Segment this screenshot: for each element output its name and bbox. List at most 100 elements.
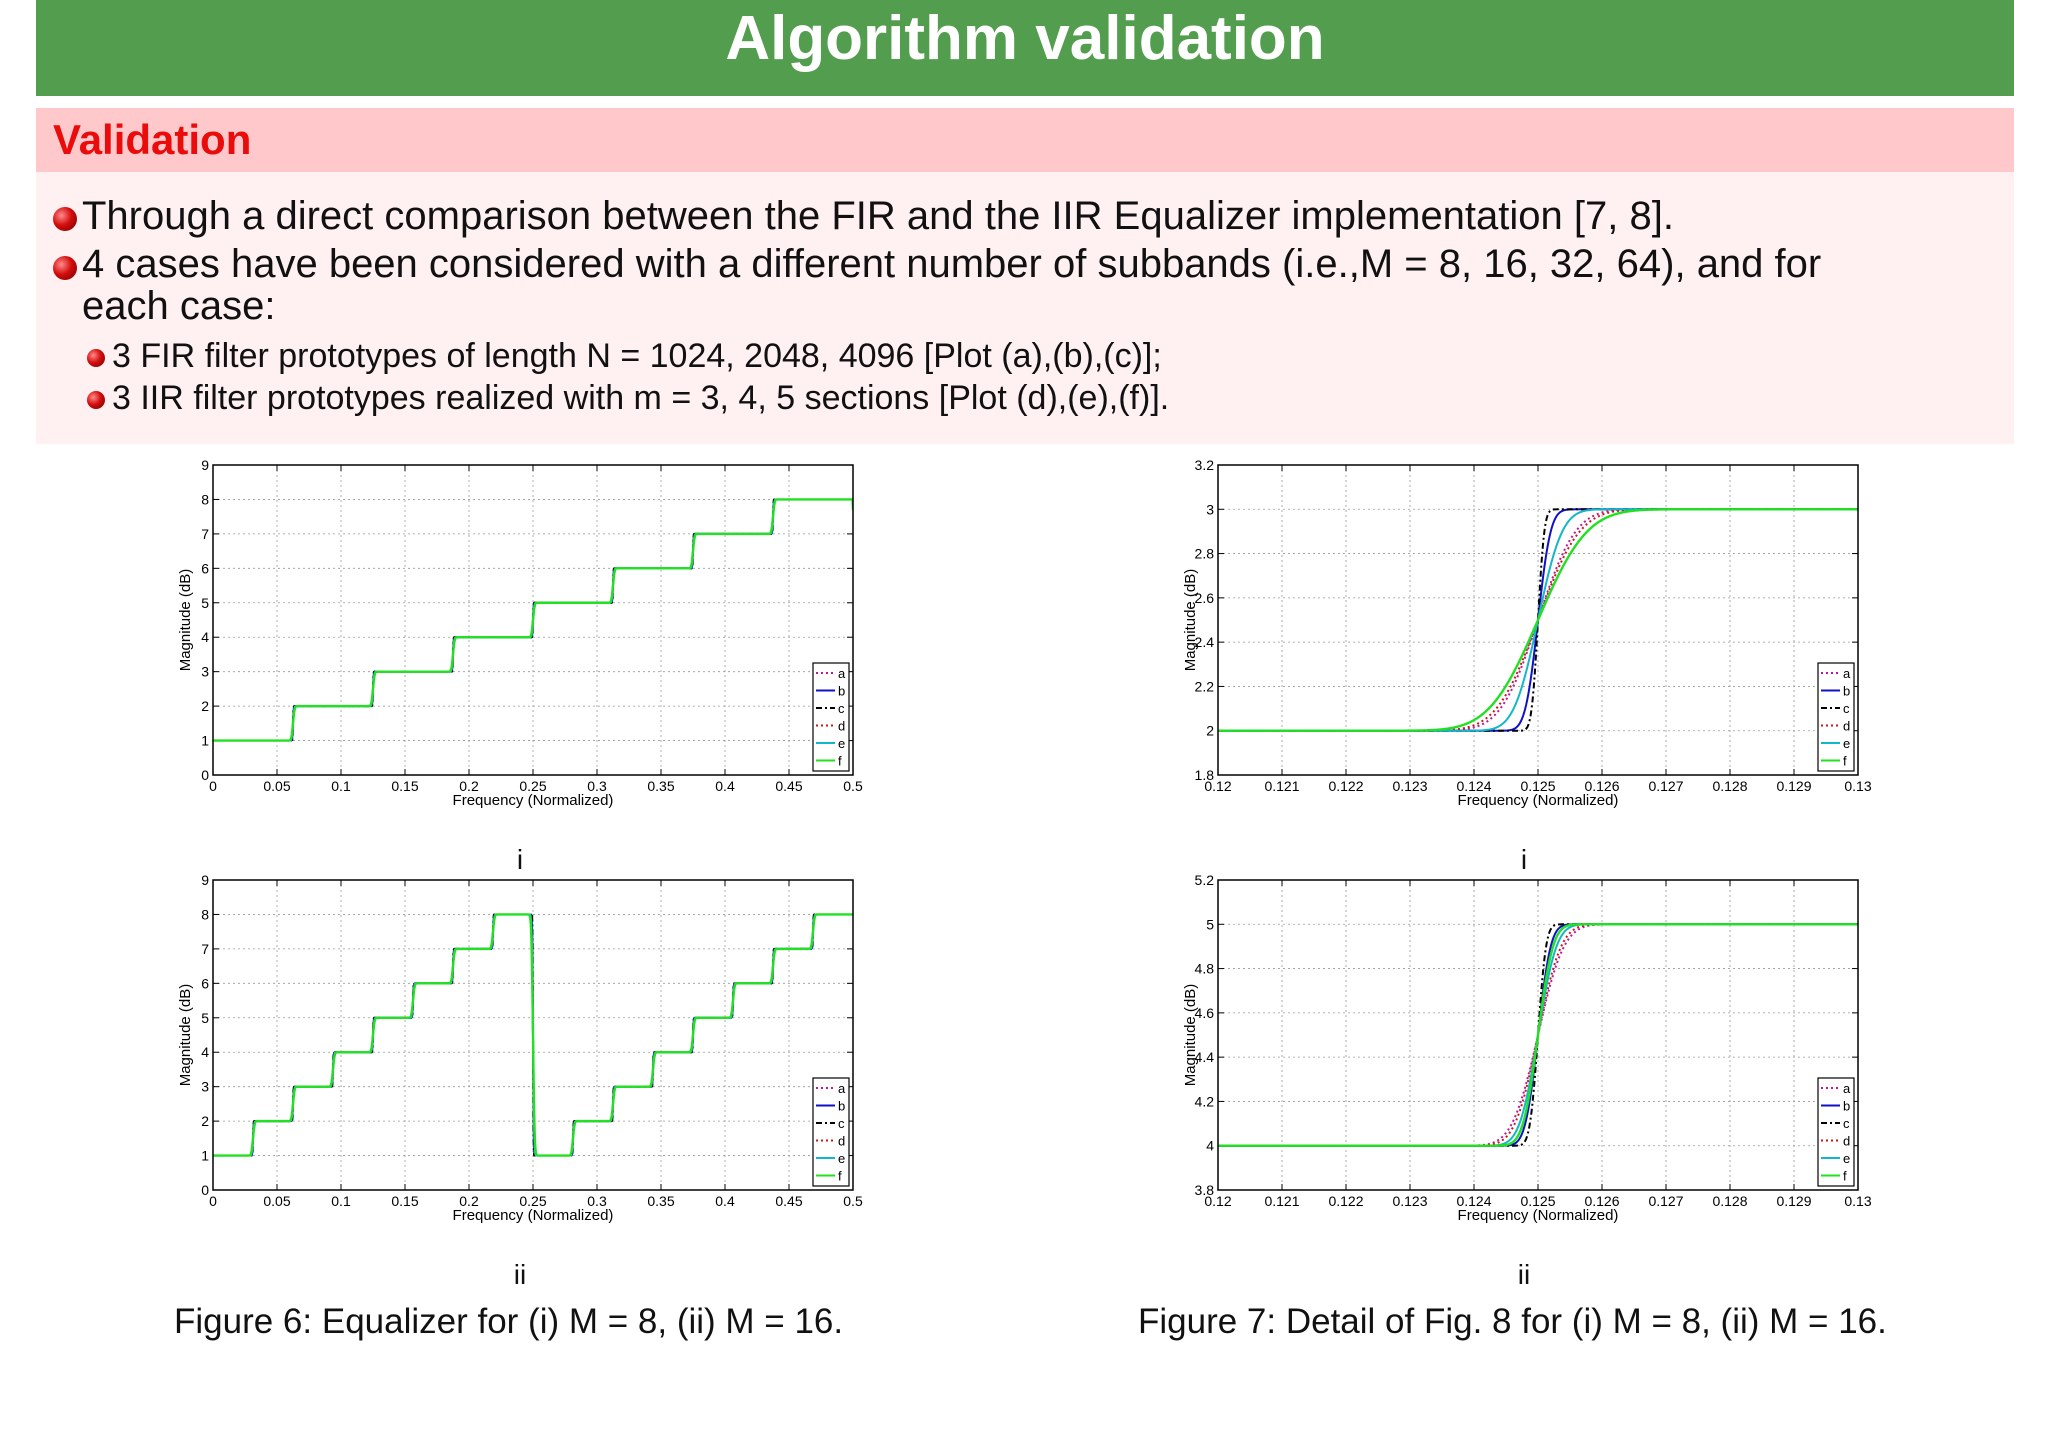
chart-fig7-ii: 0.12 0.121 0.122 0.123 0.124 0.125 0.126 0.127 0… bbox=[1182, 875, 1872, 1224]
x-tick-label: 0.125 bbox=[1520, 778, 1555, 794]
legend-label-f: f bbox=[838, 1169, 842, 1184]
x-tick-label: 0.129 bbox=[1776, 1193, 1811, 1209]
block-title: Validation bbox=[36, 108, 2014, 172]
y-tick-label: 9 bbox=[201, 875, 209, 888]
legend-label-b: b bbox=[1843, 1099, 1850, 1114]
series-line-f bbox=[213, 498, 853, 742]
x-tick-label: 0.128 bbox=[1712, 778, 1747, 794]
legend-label-c: c bbox=[1843, 701, 1850, 716]
series-line-f bbox=[1218, 923, 1858, 1147]
subbullet-ball-1 bbox=[87, 349, 105, 367]
y-tick-label: 1 bbox=[201, 733, 209, 749]
block-body: Through a direct comparison between the … bbox=[36, 172, 2014, 444]
x-tick-label: 0.123 bbox=[1392, 778, 1427, 794]
legend-label-f: f bbox=[838, 754, 842, 769]
figure-6-caption: Figure 6: Equalizer for (i) M = 8, (ii) … bbox=[174, 1302, 844, 1341]
legend-label-a: a bbox=[1843, 666, 1851, 681]
x-tick-label: 0.121 bbox=[1264, 778, 1299, 794]
x-tick-label: 0.5 bbox=[843, 778, 863, 794]
x-tick-label: 0.15 bbox=[391, 778, 418, 794]
x-tick-label: 0.45 bbox=[775, 778, 802, 794]
x-tick-label: 0.35 bbox=[647, 1193, 674, 1209]
x-tick-label: 0.122 bbox=[1328, 1193, 1363, 1209]
x-tick-label: 0.3 bbox=[587, 1193, 607, 1209]
x-tick-label: 0.05 bbox=[263, 778, 290, 794]
bullet-2-line-2: each case: bbox=[82, 284, 276, 328]
chart-fig7-i: 0.12 0.121 0.122 0.123 0.124 0.125 0.126 0.127 0… bbox=[1182, 460, 1872, 809]
legend-label-a: a bbox=[838, 666, 846, 681]
x-tick-label: 0.2 bbox=[459, 1193, 479, 1209]
y-tick-label: 2.6 bbox=[1195, 590, 1215, 606]
x-tick-label: 0.05 bbox=[263, 1193, 290, 1209]
legend-label-d: d bbox=[838, 719, 845, 734]
y-tick-label: 3.2 bbox=[1195, 460, 1215, 473]
y-tick-label: 8 bbox=[201, 906, 209, 922]
x-tick-label: 0.25 bbox=[519, 778, 546, 794]
x-tick-label: 0.4 bbox=[715, 778, 735, 794]
x-tick-label: 0.126 bbox=[1584, 1193, 1619, 1209]
bullet-ball-2 bbox=[53, 256, 77, 280]
y-axis-label: Magnitude (dB) bbox=[1182, 984, 1199, 1087]
y-tick-label: 5.2 bbox=[1195, 875, 1215, 888]
legend-label-b: b bbox=[838, 1099, 845, 1114]
x-tick-label: 0.35 bbox=[647, 778, 674, 794]
legend-box bbox=[1817, 1077, 1855, 1187]
legend-label-f: f bbox=[1843, 1169, 1847, 1184]
fig7-sublabel-i: i bbox=[1520, 844, 1528, 875]
y-tick-label: 9 bbox=[201, 460, 209, 473]
legend-label-a: a bbox=[838, 1081, 846, 1096]
chart-fig6-i: 0 0.05 0.1 0.15 0.2 0.25 0.3 0.35 0.4 0.45 0.5 0 1 2 3… bbox=[177, 460, 863, 809]
y-tick-label: 4.6 bbox=[1195, 1005, 1215, 1021]
x-tick-label: 0.124 bbox=[1456, 1193, 1491, 1209]
y-tick-label: 2 bbox=[1206, 723, 1214, 739]
legend-label-d: d bbox=[1843, 719, 1850, 734]
y-tick-label: 2 bbox=[201, 1113, 209, 1129]
y-tick-label: 2.2 bbox=[1195, 678, 1215, 694]
x-tick-label: 0.45 bbox=[775, 1193, 802, 1209]
x-tick-label: 0.4 bbox=[715, 1193, 735, 1209]
subbullet-ball-2 bbox=[87, 391, 105, 409]
legend-box bbox=[812, 1077, 850, 1187]
x-tick-label: 0.128 bbox=[1712, 1193, 1747, 1209]
slide-title: Algorithm validation bbox=[36, 0, 2014, 96]
y-tick-label: 2.8 bbox=[1195, 546, 1215, 562]
y-axis-label: Magnitude (dB) bbox=[177, 569, 194, 672]
y-tick-label: 3 bbox=[1206, 501, 1214, 517]
x-tick-label: 0.1 bbox=[331, 1193, 351, 1209]
x-tick-label: 0.12 bbox=[1204, 1193, 1231, 1209]
y-tick-label: 5 bbox=[1206, 916, 1214, 932]
x-axis-label: Frequency (Normalized) bbox=[1458, 1207, 1619, 1224]
x-tick-label: 0.121 bbox=[1264, 1193, 1299, 1209]
y-tick-label: 2 bbox=[201, 698, 209, 714]
chart-fig6-ii: 0 0.05 0.1 0.15 0.2 0.25 0.3 0.35 0.4 0.45 0.5 0 1 2 3… bbox=[177, 875, 863, 1224]
fig6-sublabel-i: i bbox=[516, 844, 524, 875]
y-tick-label: 3 bbox=[201, 664, 209, 680]
series-line-f bbox=[213, 913, 853, 1157]
legend-label-d: d bbox=[838, 1134, 845, 1149]
legend-label-f: f bbox=[1843, 754, 1847, 769]
x-tick-label: 0.129 bbox=[1776, 778, 1811, 794]
legend-label-c: c bbox=[838, 701, 845, 716]
y-tick-label: 4 bbox=[1206, 1138, 1214, 1154]
x-tick-label: 0.123 bbox=[1392, 1193, 1427, 1209]
axes-box bbox=[212, 879, 854, 1191]
y-tick-label: 1.8 bbox=[1195, 767, 1215, 783]
x-tick-label: 0.12 bbox=[1204, 778, 1231, 794]
axes-box bbox=[212, 464, 854, 776]
x-tick-label: 0 bbox=[209, 1193, 217, 1209]
legend-label-a: a bbox=[1843, 1081, 1851, 1096]
y-tick-label: 4 bbox=[201, 629, 209, 645]
axes-box bbox=[1217, 464, 1859, 776]
series-line-f bbox=[1218, 508, 1858, 732]
y-tick-label: 7 bbox=[201, 941, 209, 957]
x-tick-label: 0.13 bbox=[1844, 1193, 1871, 1209]
y-tick-label: 7 bbox=[201, 526, 209, 542]
y-tick-label: 4 bbox=[201, 1044, 209, 1060]
y-tick-label: 6 bbox=[201, 975, 209, 991]
x-tick-label: 0.15 bbox=[391, 1193, 418, 1209]
legend-label-e: e bbox=[838, 1151, 845, 1166]
y-tick-label: 4.8 bbox=[1195, 961, 1215, 977]
legend-label-e: e bbox=[838, 736, 845, 751]
y-tick-label: 8 bbox=[201, 491, 209, 507]
y-tick-label: 3.8 bbox=[1195, 1182, 1215, 1198]
